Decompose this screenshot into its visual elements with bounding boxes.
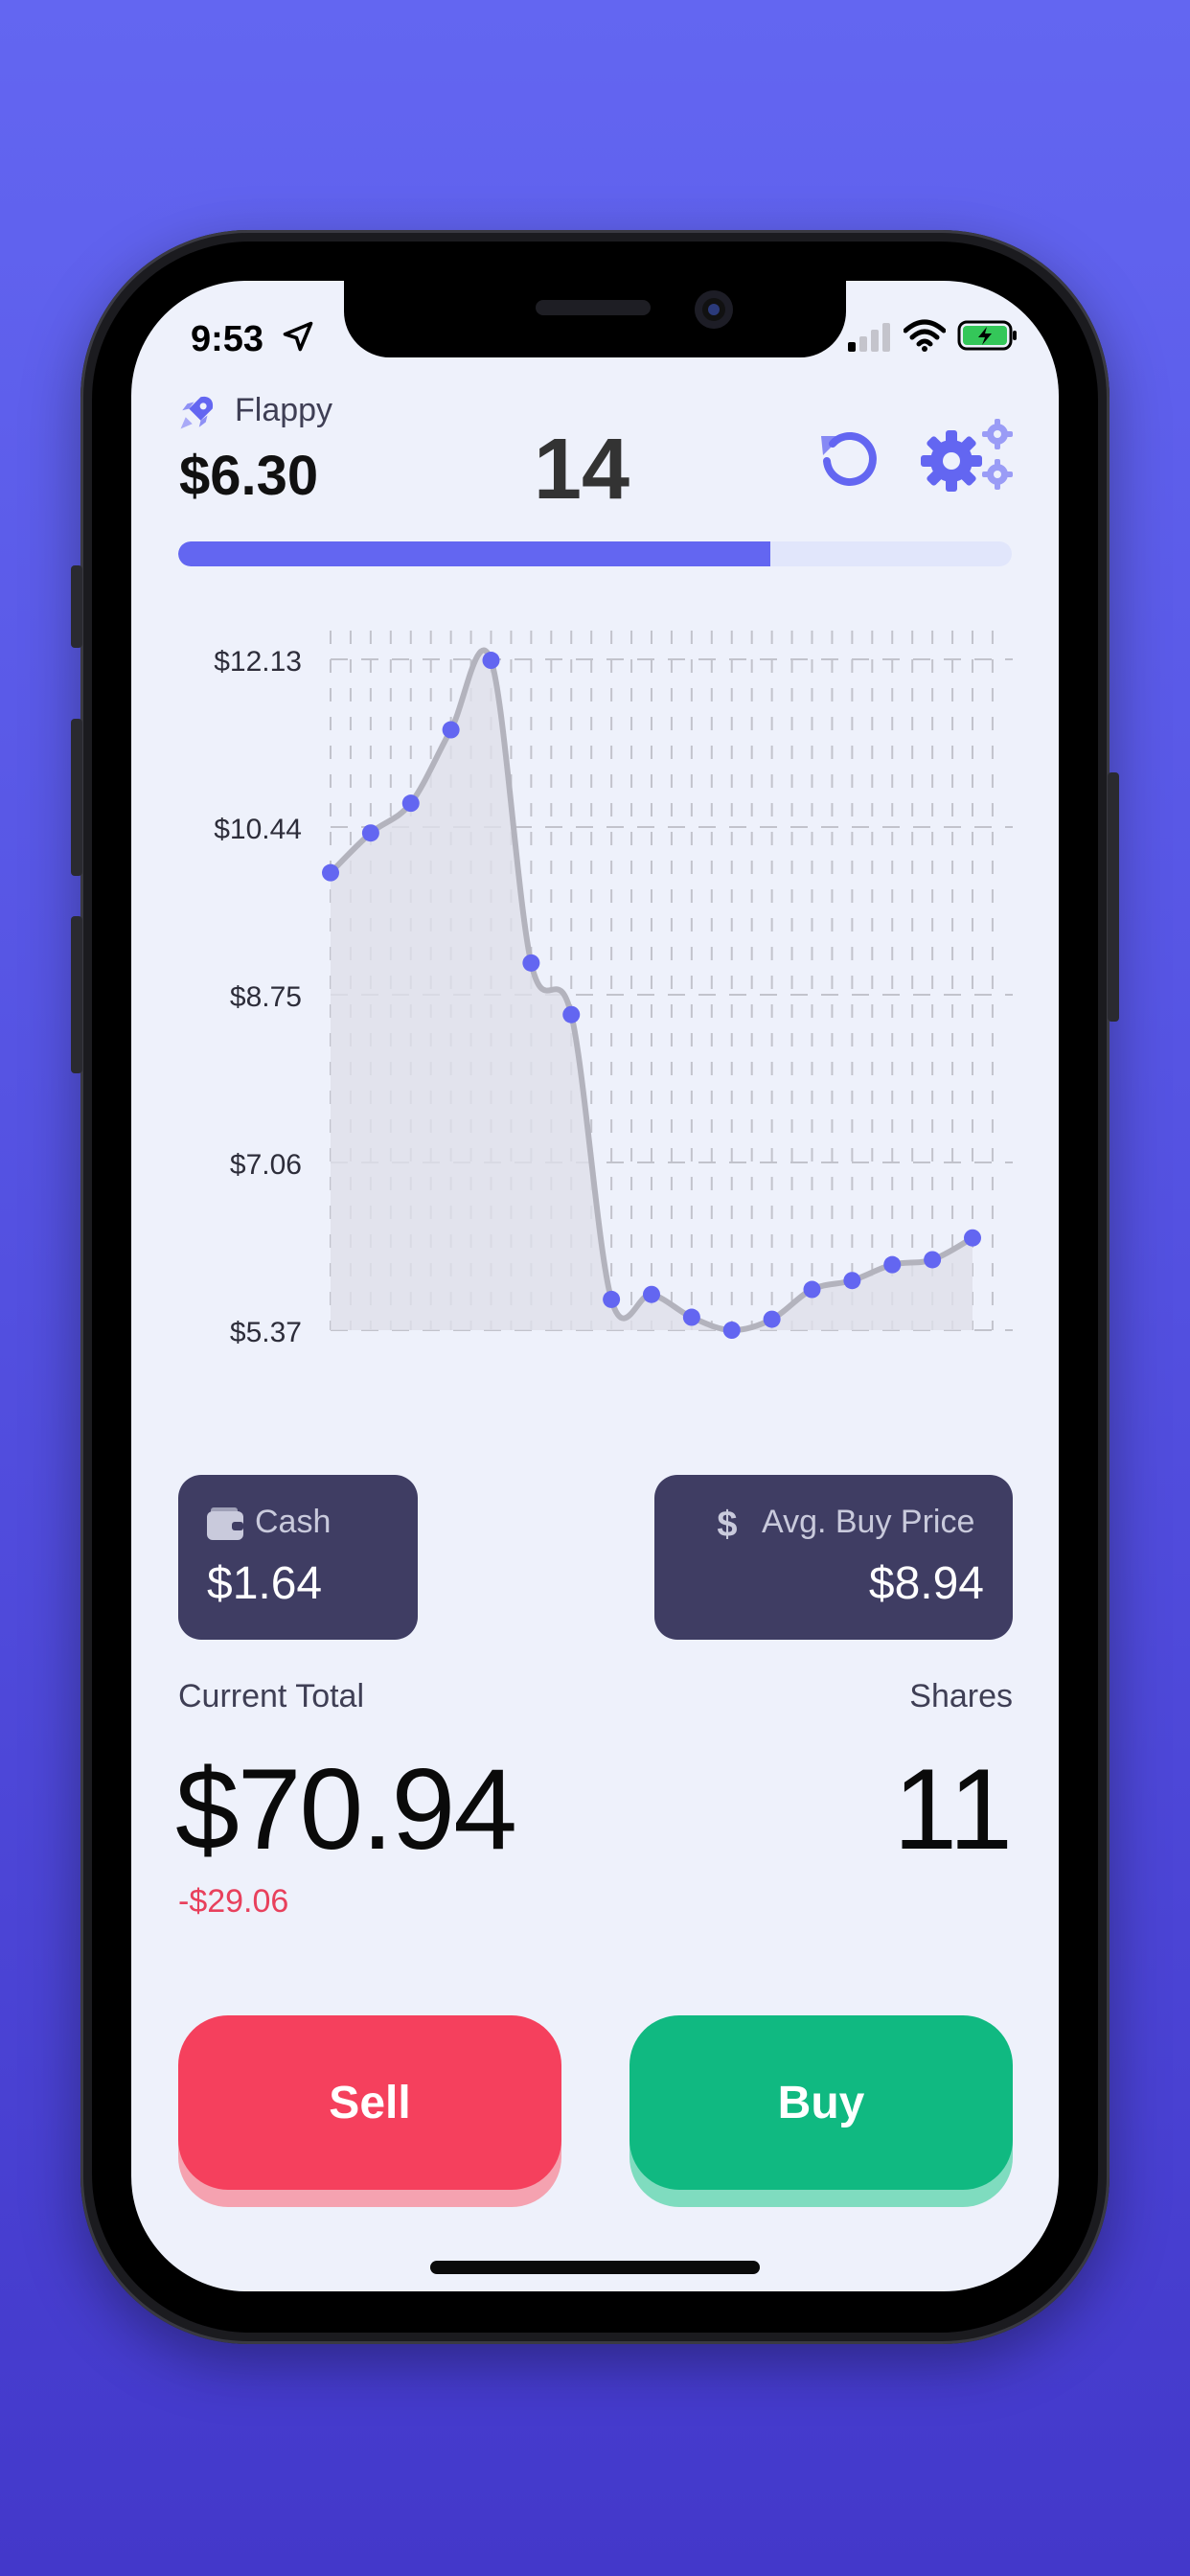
profit-loss-value: -$29.06 xyxy=(178,1883,289,1920)
round-progress-fill xyxy=(178,541,770,566)
price-point xyxy=(883,1255,902,1274)
wifi-icon xyxy=(904,319,946,352)
speaker xyxy=(536,300,651,315)
app-name: Flappy xyxy=(235,392,333,428)
stock-price: $6.30 xyxy=(179,445,319,507)
current-total-value: $70.94 xyxy=(175,1745,517,1874)
y-tick-label: $12.13 xyxy=(214,646,302,678)
restart-icon[interactable] xyxy=(813,423,882,492)
y-tick-label: $8.75 xyxy=(230,981,302,1013)
round-progress-bar xyxy=(178,541,1012,566)
price-point xyxy=(763,1310,781,1328)
round-counter: 14 xyxy=(533,422,630,518)
home-indicator xyxy=(430,2261,760,2274)
status-time: 9:53 xyxy=(191,319,264,359)
price-point xyxy=(964,1229,981,1247)
price-point xyxy=(924,1251,942,1269)
price-chart: $12.13 $10.44 $8.75 $7.06 $5.37 xyxy=(214,631,1013,1348)
y-tick-label: $7.06 xyxy=(230,1149,302,1181)
price-point xyxy=(562,1005,581,1024)
svg-text:$: $ xyxy=(717,1505,737,1544)
power-button xyxy=(1108,772,1119,1022)
price-point xyxy=(643,1285,660,1303)
settings-gear-icon[interactable] xyxy=(917,415,1017,499)
dollar-icon: $ xyxy=(717,1505,737,1544)
avg-buy-price-card: $ Avg. Buy Price $8.94 xyxy=(654,1475,1013,1640)
avg-buy-price-label: Avg. Buy Price xyxy=(762,1504,975,1540)
battery-charging-icon xyxy=(957,320,1017,351)
price-point xyxy=(482,652,500,670)
shares-label: Shares xyxy=(909,1678,1013,1714)
price-point xyxy=(322,863,339,882)
app-screen: 9:53 Flappy $6.30 14 xyxy=(131,281,1059,2291)
location-arrow-icon xyxy=(283,321,313,352)
shares-value: 11 xyxy=(893,1745,1013,1874)
price-point xyxy=(361,824,379,842)
sell-button[interactable]: Sell xyxy=(178,2015,561,2207)
price-point xyxy=(803,1280,821,1299)
buy-button[interactable]: Buy xyxy=(629,2015,1013,2207)
price-point xyxy=(843,1272,861,1290)
price-point xyxy=(401,794,420,813)
price-point xyxy=(603,1290,621,1308)
y-tick-label: $5.37 xyxy=(230,1317,302,1348)
price-area xyxy=(331,650,973,1331)
cash-value: $1.64 xyxy=(207,1558,323,1609)
price-point xyxy=(682,1308,700,1326)
cash-card: Cash $1.64 xyxy=(178,1475,418,1640)
rocket-icon xyxy=(180,396,214,429)
current-total-label: Current Total xyxy=(178,1678,365,1714)
buy-button-label: Buy xyxy=(629,2015,1013,2190)
cellular-signal-icon xyxy=(848,323,890,352)
notch xyxy=(344,281,846,357)
sell-button-label: Sell xyxy=(178,2015,561,2190)
price-point xyxy=(522,954,540,972)
y-tick-label: $10.44 xyxy=(214,814,302,845)
price-point xyxy=(442,721,460,739)
wallet-icon xyxy=(207,1507,243,1540)
silent-switch xyxy=(71,565,82,648)
cash-label: Cash xyxy=(255,1504,332,1540)
volume-up-button xyxy=(71,719,82,876)
volume-down-button xyxy=(71,916,82,1073)
avg-buy-price-value: $8.94 xyxy=(868,1558,984,1609)
front-camera xyxy=(695,290,733,329)
price-point xyxy=(722,1322,741,1339)
